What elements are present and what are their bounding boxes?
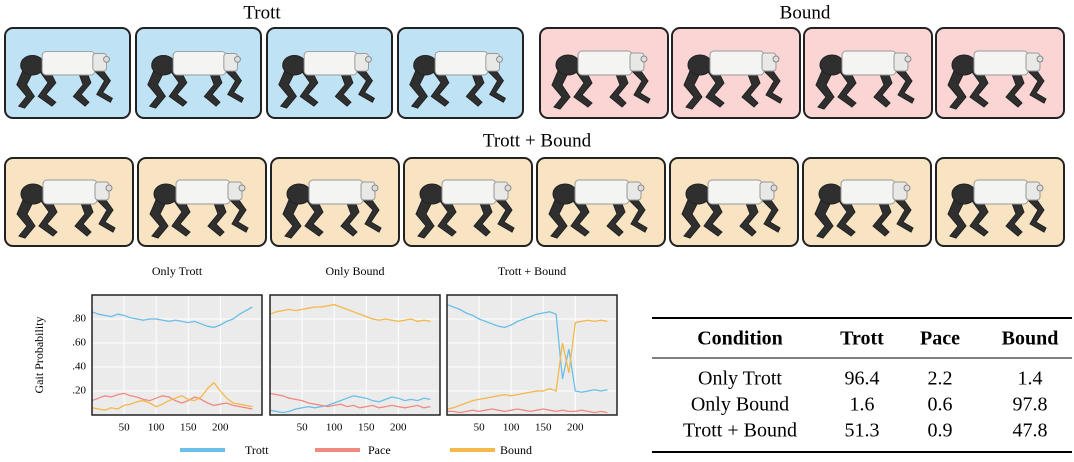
- x-tick-label: 100: [148, 422, 165, 434]
- table-cell: 0.6: [928, 394, 953, 416]
- plot-border: [446, 294, 618, 416]
- table-cell: Only Bound: [691, 394, 789, 416]
- table-cell: 0.9: [928, 420, 953, 442]
- x-tick-label: 100: [503, 422, 520, 434]
- table-cell: 47.8: [1013, 420, 1048, 442]
- series-line: [269, 395, 431, 414]
- plot-area: [270, 295, 440, 415]
- series-line: [91, 306, 253, 329]
- table-cell: 1.6: [850, 394, 875, 416]
- table-cell: Only Trott: [698, 368, 782, 390]
- x-tick-label: 100: [326, 422, 343, 434]
- x-tick-label: 150: [180, 422, 197, 434]
- table-header: Bound: [1002, 328, 1059, 350]
- chart-title: Only Bound: [325, 264, 384, 278]
- x-tick-label: 150: [358, 422, 375, 434]
- legend-label: Bound: [500, 443, 532, 457]
- table-header: Pace: [920, 328, 960, 350]
- y-tick-label: .20: [72, 385, 86, 397]
- series-line: [269, 303, 431, 323]
- table-header: Condition: [697, 328, 783, 350]
- table-cell: 51.3: [845, 420, 880, 442]
- y-tick-label: .80: [72, 313, 86, 325]
- series-line: [447, 408, 608, 414]
- table-cell: 1.4: [1018, 368, 1043, 390]
- gait-title: Trott: [243, 2, 281, 23]
- y-tick-label: .40: [72, 361, 86, 373]
- x-tick-label: 50: [119, 422, 131, 434]
- table-cell: 2.2: [928, 368, 953, 390]
- x-tick-label: 200: [212, 422, 229, 434]
- series-line: [446, 319, 608, 410]
- legend-swatch: [315, 448, 360, 452]
- chart-title: Only Trott: [152, 264, 203, 278]
- plot-border: [269, 294, 441, 416]
- legend-swatch: [450, 448, 495, 452]
- series-line: [269, 392, 431, 409]
- legend-label: Pace: [368, 443, 391, 457]
- series-line: [446, 303, 608, 393]
- x-tick-label: 50: [474, 422, 486, 434]
- legend-swatch: [180, 448, 225, 452]
- y-tick-label: .60: [72, 337, 86, 349]
- plot-area: [447, 295, 617, 415]
- table-cell: 97.8: [1013, 394, 1048, 416]
- series-line: [91, 381, 253, 411]
- y-axis-label: Gait Probability: [32, 317, 46, 394]
- table-header: Trott: [840, 328, 884, 350]
- x-tick-label: 50: [297, 422, 309, 434]
- table-cell: Trott + Bound: [683, 420, 797, 442]
- gait-title: Trott + Bound: [483, 130, 592, 151]
- chart-title: Trott + Bound: [498, 264, 566, 278]
- x-tick-label: 200: [567, 422, 584, 434]
- x-tick-label: 150: [535, 422, 552, 434]
- legend-label: Trott: [245, 443, 269, 457]
- x-tick-label: 200: [390, 422, 407, 434]
- plot-border: [91, 294, 263, 416]
- gait-title: Bound: [780, 2, 831, 23]
- table-cell: 96.4: [845, 368, 880, 390]
